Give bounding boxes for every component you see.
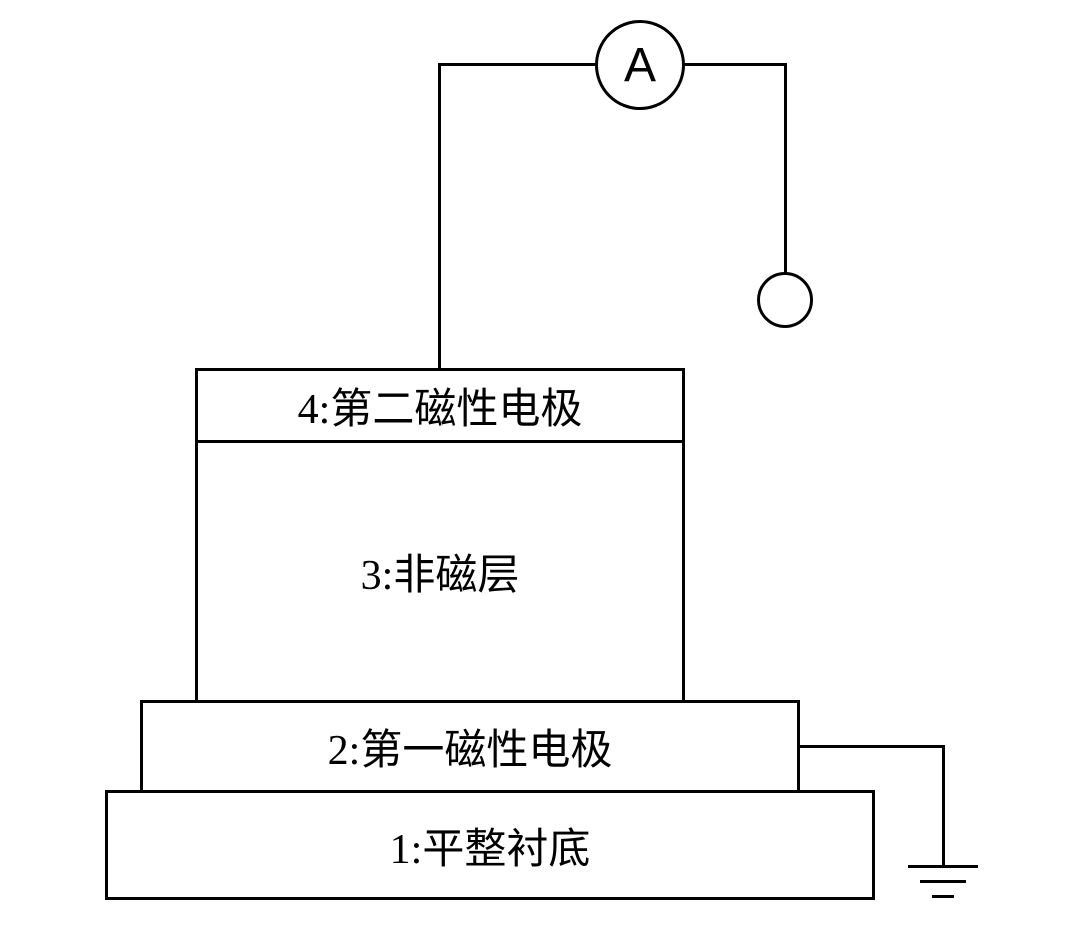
layer-electrode-2-label: 4:第二磁性电极	[298, 375, 583, 436]
terminal-circle	[757, 272, 813, 328]
ammeter-label: A	[624, 38, 656, 93]
layer-electrode-2: 4:第二磁性电极	[195, 368, 685, 443]
ground-bar-3	[932, 895, 954, 898]
layer-nonmagnetic: 3:非磁层	[195, 440, 685, 703]
ammeter: A	[595, 20, 685, 110]
wire-ground-vertical	[942, 745, 945, 865]
layer-nonmagnetic-label: 3:非磁层	[361, 541, 520, 602]
wire-top-horizontal	[438, 63, 598, 66]
wire-ammeter-right-vertical	[784, 63, 787, 275]
layer-electrode-1-label: 2:第一磁性电极	[328, 716, 613, 777]
wire-ammeter-right-horizontal	[683, 63, 787, 66]
circuit-diagram: 1:平整衬底 2:第一磁性电极 3:非磁层 4:第二磁性电极 A	[0, 0, 1073, 934]
ground-bar-2	[920, 880, 966, 883]
layer-electrode-1: 2:第一磁性电极	[140, 700, 800, 793]
wire-ground-horizontal	[800, 745, 945, 748]
layer-substrate: 1:平整衬底	[105, 790, 875, 900]
wire-top-vertical	[438, 65, 441, 368]
ground-bar-1	[908, 865, 978, 868]
layer-substrate-label: 1:平整衬底	[390, 815, 591, 876]
